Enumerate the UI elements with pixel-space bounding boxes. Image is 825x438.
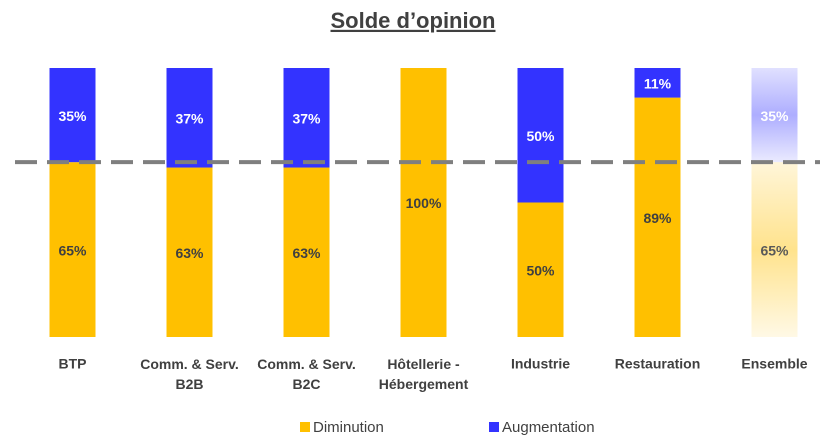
value-label: 11%	[644, 75, 672, 91]
legend-swatch	[489, 422, 499, 432]
value-label: 100%	[406, 195, 442, 211]
x-tick-label: BTP	[59, 356, 87, 372]
value-label: 37%	[175, 110, 204, 126]
bar-segment	[283, 167, 330, 337]
bar-segment	[751, 162, 798, 337]
value-label: 63%	[175, 245, 204, 261]
x-tick-label: Restauration	[615, 356, 701, 372]
bar-segment	[751, 68, 798, 163]
value-label: 65%	[760, 242, 789, 258]
bar-segment	[634, 68, 681, 98]
chart-title: Solde d’opinion	[331, 8, 496, 33]
x-tick-label: Comm. & Serv. B2C	[257, 356, 356, 392]
value-label: 35%	[58, 108, 87, 124]
value-label: 65%	[58, 242, 87, 258]
bar-segment	[517, 68, 564, 203]
bar-segment	[634, 97, 681, 337]
value-label: 50%	[526, 262, 555, 278]
bar-segment	[283, 68, 330, 168]
x-tick-label: Comm. & Serv. B2B	[140, 356, 239, 392]
bar-segment	[166, 68, 213, 168]
bar-segment	[166, 167, 213, 337]
x-tick-label: Hôtellerie -Hébergement	[379, 356, 469, 392]
bar-segment	[49, 162, 96, 337]
x-tick-label: Industrie	[511, 356, 570, 372]
value-label: 37%	[292, 110, 321, 126]
legend-label: Augmentation	[502, 419, 595, 436]
bar-segment	[517, 202, 564, 337]
legend-label: Diminution	[313, 419, 384, 436]
value-label: 50%	[526, 128, 555, 144]
value-label: 89%	[643, 210, 672, 226]
bar-segment	[49, 68, 96, 163]
x-tick-label: Ensemble	[741, 356, 807, 372]
bar-segment	[400, 68, 447, 337]
legend-swatch	[300, 422, 310, 432]
value-label: 35%	[760, 108, 789, 124]
value-label: 63%	[292, 245, 321, 261]
